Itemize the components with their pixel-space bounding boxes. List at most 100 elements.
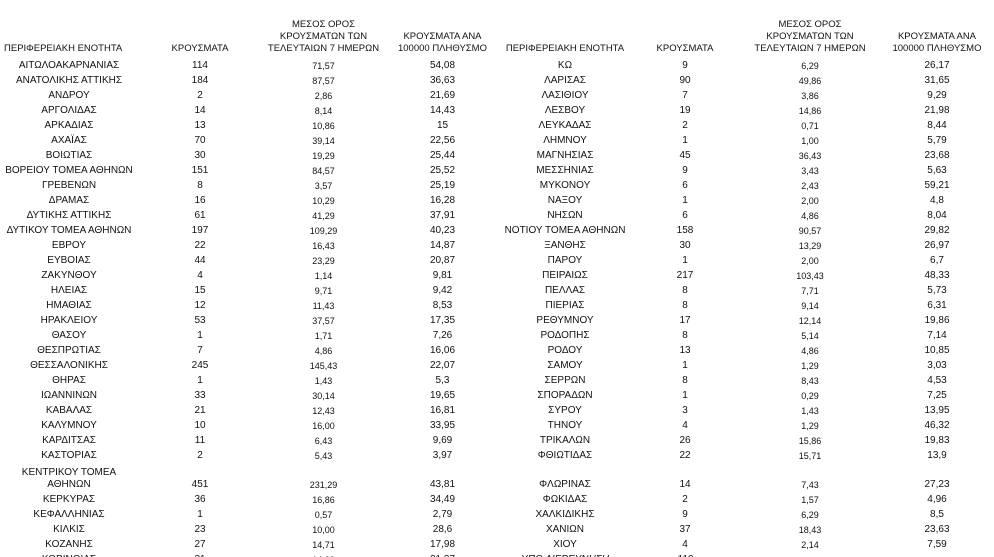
- cases-per-100k: 43,81: [429, 479, 456, 490]
- region-name: ΜΥΚΟΝΟΥ: [539, 180, 591, 191]
- cases-per-100k: 22,56: [429, 135, 456, 146]
- cases-per-100k: 27,23: [924, 479, 950, 490]
- table-row: ΒΟΙΩΤΙΑΣ 30 19,29 25,44 ΜΑΓΝΗΣΙΑΣ 45 36,43 23,6…: [0, 147, 994, 162]
- table-row: ΑΧΑΪΑΣ 70 39,14 22,56 ΛΗΜΝΟΥ 1 1,00 5,79: [0, 132, 994, 147]
- column-header: ΚΡΟΥΣΜΑΤΑ ΑΝΑ 100000 ΠΛΗΘΥΣΜΟ: [397, 31, 487, 54]
- cases: 4: [682, 539, 688, 550]
- column-header: ΠΕΡΙΦΕΡΕΙΑΚΗ ΕΝΟΤΗΤΑ: [4, 43, 123, 54]
- cases-per-100k: 21,98: [924, 105, 950, 116]
- avg-7-days: 3,86: [801, 91, 819, 101]
- avg-7-days: 12,43: [312, 406, 335, 416]
- cases-per-100k: 2,79: [432, 509, 453, 520]
- table-row: ΘΕΣΠΡΩΤΙΑΣ 7 4,86 16,06 ΡΟΔΟΥ 13 4,86 10,85: [0, 342, 994, 357]
- cases: 8: [682, 285, 688, 296]
- table-row: ΔΥΤΙΚΗΣ ΑΤΤΙΚΗΣ 61 41,29 37,91 ΝΗΣΩΝ 6 4,86 8,0…: [0, 207, 994, 222]
- avg-7-days: 4,86: [801, 346, 819, 356]
- cases-per-100k: 14,43: [429, 105, 456, 116]
- cases: 1: [682, 390, 688, 401]
- cases: 9: [682, 165, 688, 176]
- avg-7-days: 2,00: [801, 256, 819, 266]
- cases-per-100k: 28,6: [432, 524, 453, 535]
- region-name: ΗΡΑΚΛΕΙΟΥ: [40, 315, 98, 326]
- cases-per-100k: 9,69: [432, 435, 453, 446]
- avg-7-days: 14,86: [798, 106, 822, 116]
- region-name: ΡΟΔΟΥ: [547, 345, 583, 356]
- avg-7-days: 2,86: [314, 91, 333, 101]
- avg-7-days: 30,14: [312, 391, 335, 401]
- avg-7-days: 10,29: [312, 196, 335, 206]
- avg-7-days: 49,86: [798, 76, 822, 86]
- cases-per-100k: 4,53: [927, 375, 947, 386]
- cases-per-100k: 7,14: [927, 330, 947, 341]
- avg-7-days: 2,43: [801, 181, 819, 191]
- cases: 26: [679, 435, 691, 446]
- cases: 11: [194, 435, 206, 446]
- cases: 13: [679, 345, 691, 356]
- cases-per-100k: 5,73: [927, 285, 947, 296]
- cases-per-100k: 4,96: [927, 494, 947, 505]
- region-name: ΚΑΡΔΙΤΣΑΣ: [42, 435, 96, 446]
- avg-7-days: 2,14: [801, 540, 819, 550]
- avg-7-days: 231,29: [309, 480, 338, 490]
- avg-7-days: 3,43: [801, 166, 819, 176]
- cases-per-100k: 6,7: [930, 255, 944, 266]
- region-name: ΝΑΞΟΥ: [547, 195, 583, 206]
- avg-7-days: 10,86: [312, 121, 335, 131]
- cases: 31: [138, 551, 262, 557]
- region-name: ΘΑΣΟΥ: [51, 330, 87, 341]
- table-row: ΚΟΖΑΝΗΣ 27 14,71 17,98 ΧΙΟΥ 4 2,14 7,59: [0, 536, 994, 551]
- region-name: ΘΕΣΠΡΩΤΙΑΣ: [37, 345, 101, 356]
- region-name: ΥΠΟ ΔΙΕΡΕΥΝΗΣΗ: [500, 551, 630, 557]
- cases-per-100k: 8,44: [927, 120, 947, 131]
- avg-7-days: 36,43: [798, 151, 822, 161]
- cases: 1: [682, 360, 688, 371]
- table-row: ΘΕΣΣΑΛΟΝΙΚΗΣ 245 145,43 22,07 ΣΑΜΟΥ 1 1,29 3,03: [0, 357, 994, 372]
- cases: 21: [194, 405, 206, 416]
- region-name: ΙΩΑΝΝΙΝΩΝ: [40, 390, 98, 401]
- cases-per-100k: [880, 551, 994, 557]
- avg-7-days: 5,14: [801, 331, 819, 341]
- cases: 36: [194, 494, 206, 505]
- avg-7-days: 15,86: [798, 436, 822, 446]
- avg-7-days: 6,29: [801, 510, 819, 520]
- avg-7-days: 37,57: [312, 316, 335, 326]
- avg-7-days: 16,43: [312, 241, 335, 251]
- avg-7-days: 41,29: [312, 211, 335, 221]
- avg-7-days: [740, 551, 880, 557]
- avg-7-days: 11,43: [312, 301, 335, 311]
- cases-per-100k: 8,5: [930, 509, 944, 520]
- avg-7-days: 0,71: [801, 121, 819, 131]
- cases: 16: [194, 195, 206, 206]
- avg-7-days: 71,57: [312, 61, 335, 71]
- table-row: ΙΩΑΝΝΙΝΩΝ 33 30,14 19,65 ΣΠΟΡΑΔΩΝ 1 0,29 7,25: [0, 387, 994, 402]
- cases: 9: [682, 509, 688, 520]
- cases: 197: [191, 225, 209, 236]
- table-row: ΗΡΑΚΛΕΙΟΥ 53 37,57 17,35 ΡΕΘΥΜΝΟΥ 17 12,14 19,8…: [0, 312, 994, 327]
- region-name: ΖΑΚΥΝΘΟΥ: [41, 270, 97, 281]
- region-name: ΘΗΡΑΣ: [52, 375, 86, 386]
- region-name: ΤΡΙΚΑΛΩΝ: [539, 435, 591, 446]
- cases-per-100k: 23,68: [924, 150, 950, 161]
- cases: 2: [197, 90, 203, 101]
- table-row: ΕΒΡΟΥ 22 16,43 14,87 ΞΑΝΘΗΣ 30 13,29 26,97: [0, 237, 994, 252]
- region-name: ΞΑΝΘΗΣ: [544, 240, 586, 251]
- table-row: ΚΑΡΔΙΤΣΑΣ 11 6,43 9,69 ΤΡΙΚΑΛΩΝ 26 15,86 19,83: [0, 432, 994, 447]
- cases-per-100k: 40,23: [429, 225, 456, 236]
- cases: 7: [682, 90, 688, 101]
- table-row: ΘΑΣΟΥ 1 1,71 7,26 ΡΟΔΟΠΗΣ 8 5,14 7,14: [0, 327, 994, 342]
- region-name: ΧΙΟΥ: [553, 539, 577, 550]
- region-name: ΚΩ: [557, 60, 573, 71]
- table-row: ΖΑΚΥΝΘΟΥ 4 1,14 9,81 ΠΕΙΡΑΙΩΣ 217 103,43 48,33: [0, 267, 994, 282]
- column-header: ΠΕΡΙΦΕΡΕΙΑΚΗ ΕΝΟΤΗΤΑ: [505, 43, 625, 54]
- region-name: ΦΘΙΩΤΙΔΑΣ: [537, 450, 593, 461]
- region-name: ΛΗΜΝΟΥ: [543, 135, 587, 146]
- cases-per-100k: 13,95: [924, 405, 950, 416]
- cases: 6: [682, 180, 688, 191]
- avg-7-days: 8,43: [801, 376, 819, 386]
- table-row: ΑΡΚΑΔΙΑΣ 13 10,86 15 ΛΕΥΚΑΔΑΣ 2 0,71 8,44: [0, 117, 994, 132]
- avg-7-days: 84,57: [312, 166, 335, 176]
- avg-7-days: 1,00: [801, 136, 819, 146]
- cases: 3: [682, 405, 688, 416]
- cases: 1: [682, 195, 688, 206]
